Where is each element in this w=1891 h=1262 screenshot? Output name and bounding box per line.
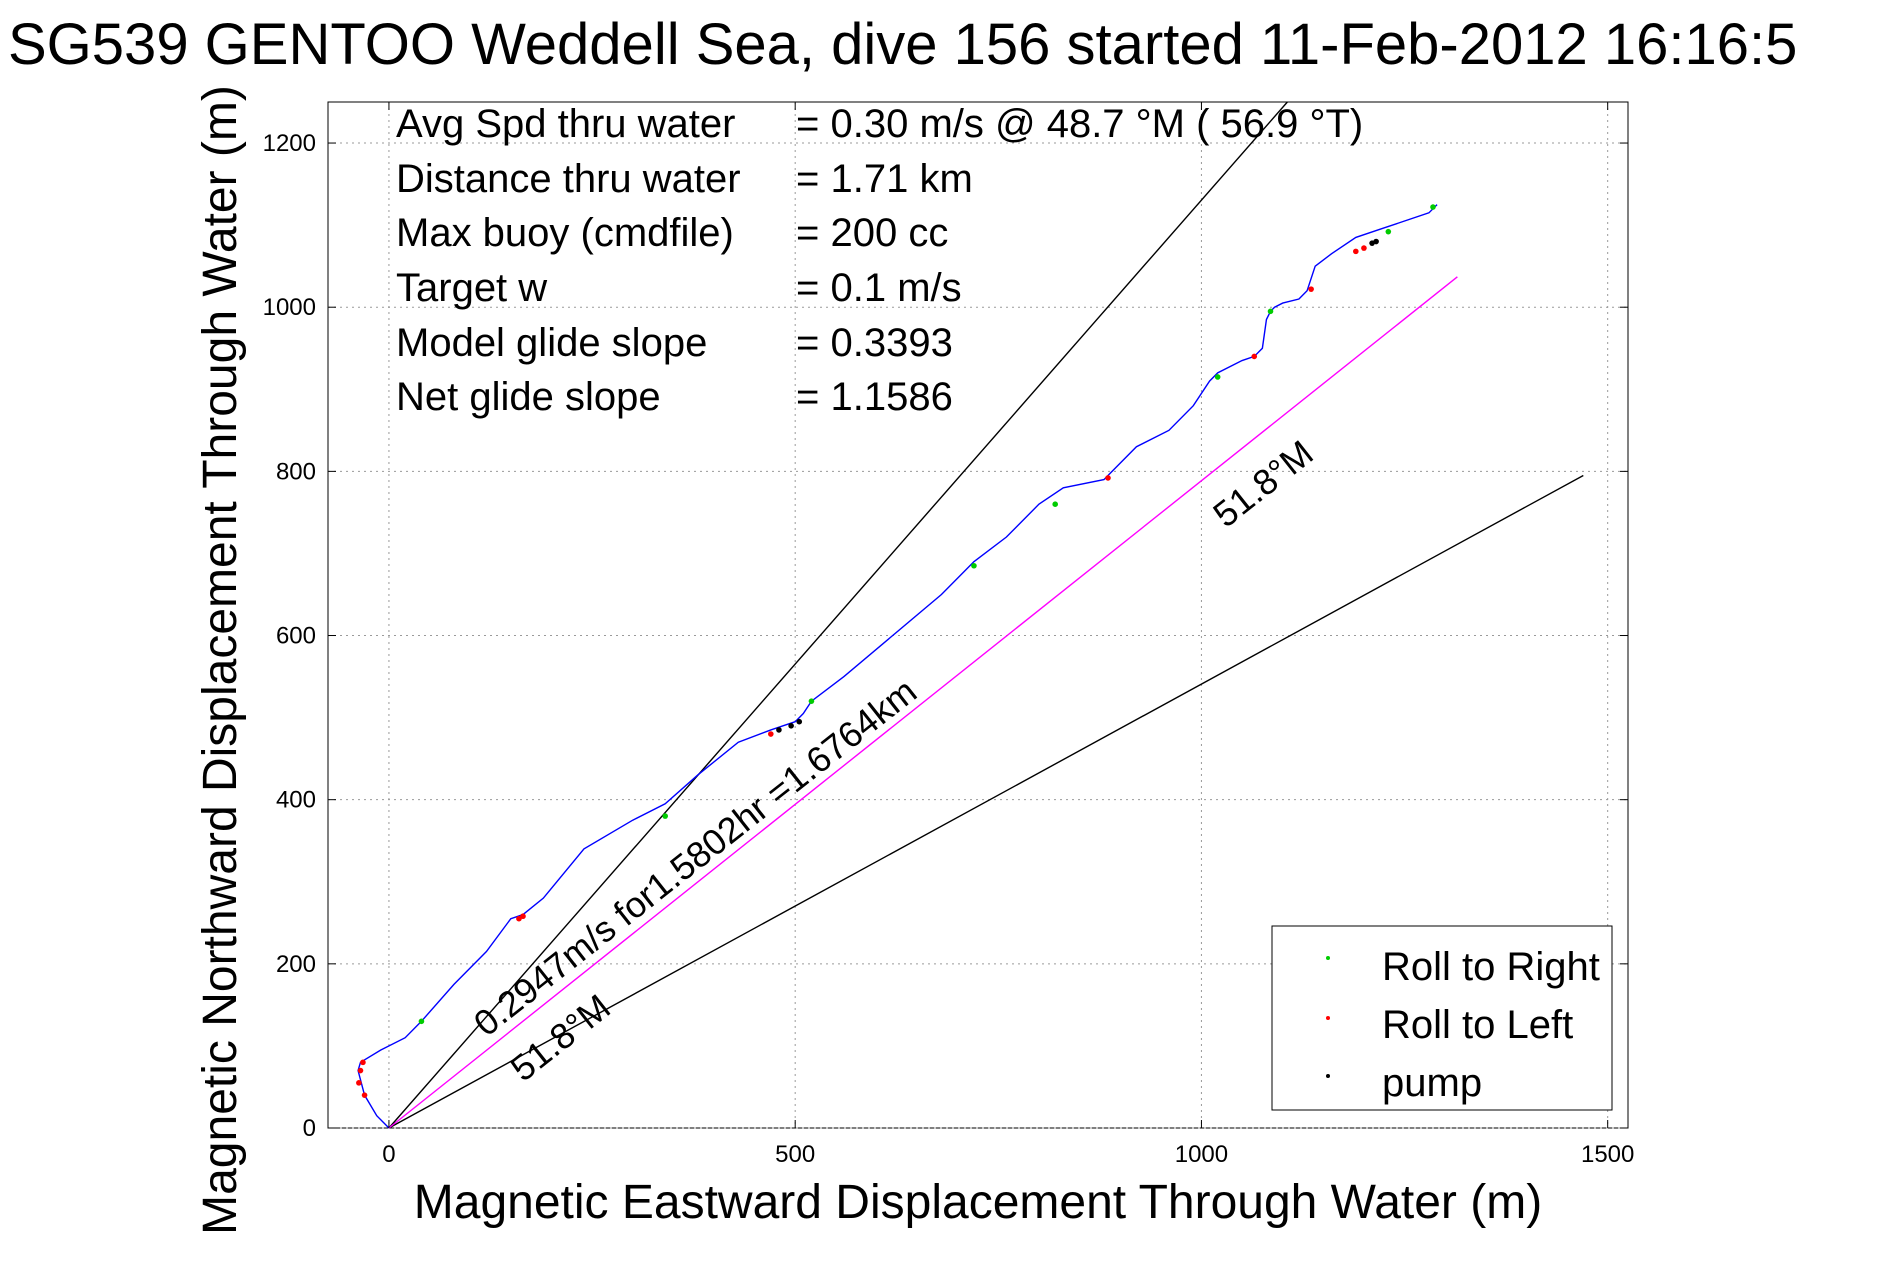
marker-point — [788, 723, 794, 729]
x-tick-label: 1500 — [1581, 1141, 1634, 1168]
marker-point — [1353, 248, 1359, 255]
stat-value: = 200 cc — [796, 211, 948, 255]
x-tick-label: 0 — [382, 1141, 395, 1168]
x-tick-label: 500 — [775, 1141, 815, 1168]
stat-value: = 0.1 m/s — [796, 266, 962, 310]
reference-lines — [388, 101, 1584, 1129]
x-ticks: 0 500 1000 1500 — [382, 102, 1634, 1168]
grid-layer — [328, 102, 1628, 1129]
stat-label: Distance thru water — [396, 157, 741, 201]
marker-point — [516, 915, 522, 922]
legend-label-roll-right: Roll to Right — [1382, 945, 1600, 989]
marker-point — [1105, 475, 1111, 481]
stat-label: Avg Spd thru water — [396, 102, 735, 146]
marker-point — [808, 698, 815, 704]
stat-value: = 1.1586 — [796, 375, 953, 419]
stat-value: = 0.30 m/s @ 48.7 °M ( 56.9 °T) — [796, 102, 1363, 146]
stat-label: Model glide slope — [396, 321, 707, 365]
legend-marker-roll-right — [1326, 956, 1330, 960]
legend-marker-roll-left — [1326, 1016, 1330, 1020]
marker-point — [768, 731, 774, 737]
marker-point — [356, 1080, 362, 1086]
y-tick-label: 400 — [276, 787, 316, 814]
y-tick-label: 0 — [303, 1115, 316, 1142]
marker-point — [1251, 353, 1258, 360]
marker-point — [520, 913, 526, 920]
marker-point — [776, 727, 782, 733]
reference-line — [388, 101, 1288, 1129]
stat-label: Target w — [396, 266, 547, 310]
marker-point — [1214, 374, 1221, 380]
marker-point — [1430, 204, 1436, 210]
legend-label-roll-left: Roll to Left — [1382, 1003, 1573, 1047]
series-layer — [357, 204, 1438, 1129]
marker-point — [361, 1092, 368, 1098]
stats-block: Avg Spd thru water = 0.30 m/s @ 48.7 °M … — [396, 102, 1363, 419]
chart-title: SG539 GENTOO Weddell Sea, dive 156 start… — [8, 12, 1797, 77]
track-line — [357, 204, 1438, 1129]
stat-label: Max buoy (cmdfile) — [396, 211, 734, 255]
marker-point — [1385, 228, 1392, 235]
y-tick-label: 1200 — [263, 130, 316, 157]
marker-point — [357, 1067, 364, 1074]
stat-value: = 1.71 km — [796, 157, 973, 201]
y-tick-label: 600 — [276, 623, 316, 650]
x-tick-label: 1000 — [1175, 1141, 1228, 1168]
marker-point — [1052, 501, 1058, 507]
y-tick-label: 800 — [276, 458, 316, 485]
marker-layer — [356, 204, 1436, 1098]
marker-point — [796, 718, 803, 725]
stat-label: Net glide slope — [396, 375, 661, 419]
stat-value: = 0.3393 — [796, 321, 953, 365]
marker-point — [971, 562, 977, 569]
reference-line — [388, 276, 1458, 1129]
y-ticks: 0 200 400 600 800 1000 1200 — [263, 130, 1628, 1142]
y-axis-label: Magnetic Northward Displacement Through … — [194, 85, 247, 1235]
reference-line — [388, 474, 1584, 1129]
legend-label-pump: pump — [1382, 1061, 1482, 1105]
marker-point — [418, 1018, 425, 1025]
marker-point — [1308, 286, 1314, 292]
marker-point — [1267, 308, 1274, 315]
legend-marker-pump — [1326, 1074, 1330, 1078]
marker-point — [1361, 245, 1367, 251]
marker-point — [662, 813, 668, 819]
marker-point — [1373, 238, 1379, 245]
y-tick-label: 200 — [276, 951, 316, 978]
x-axis-label: Magnetic Eastward Displacement Through W… — [414, 1176, 1542, 1229]
marker-point — [360, 1059, 366, 1066]
y-tick-label: 1000 — [263, 294, 316, 321]
legend: Roll to Right Roll to Left pump — [1271, 925, 1613, 1111]
